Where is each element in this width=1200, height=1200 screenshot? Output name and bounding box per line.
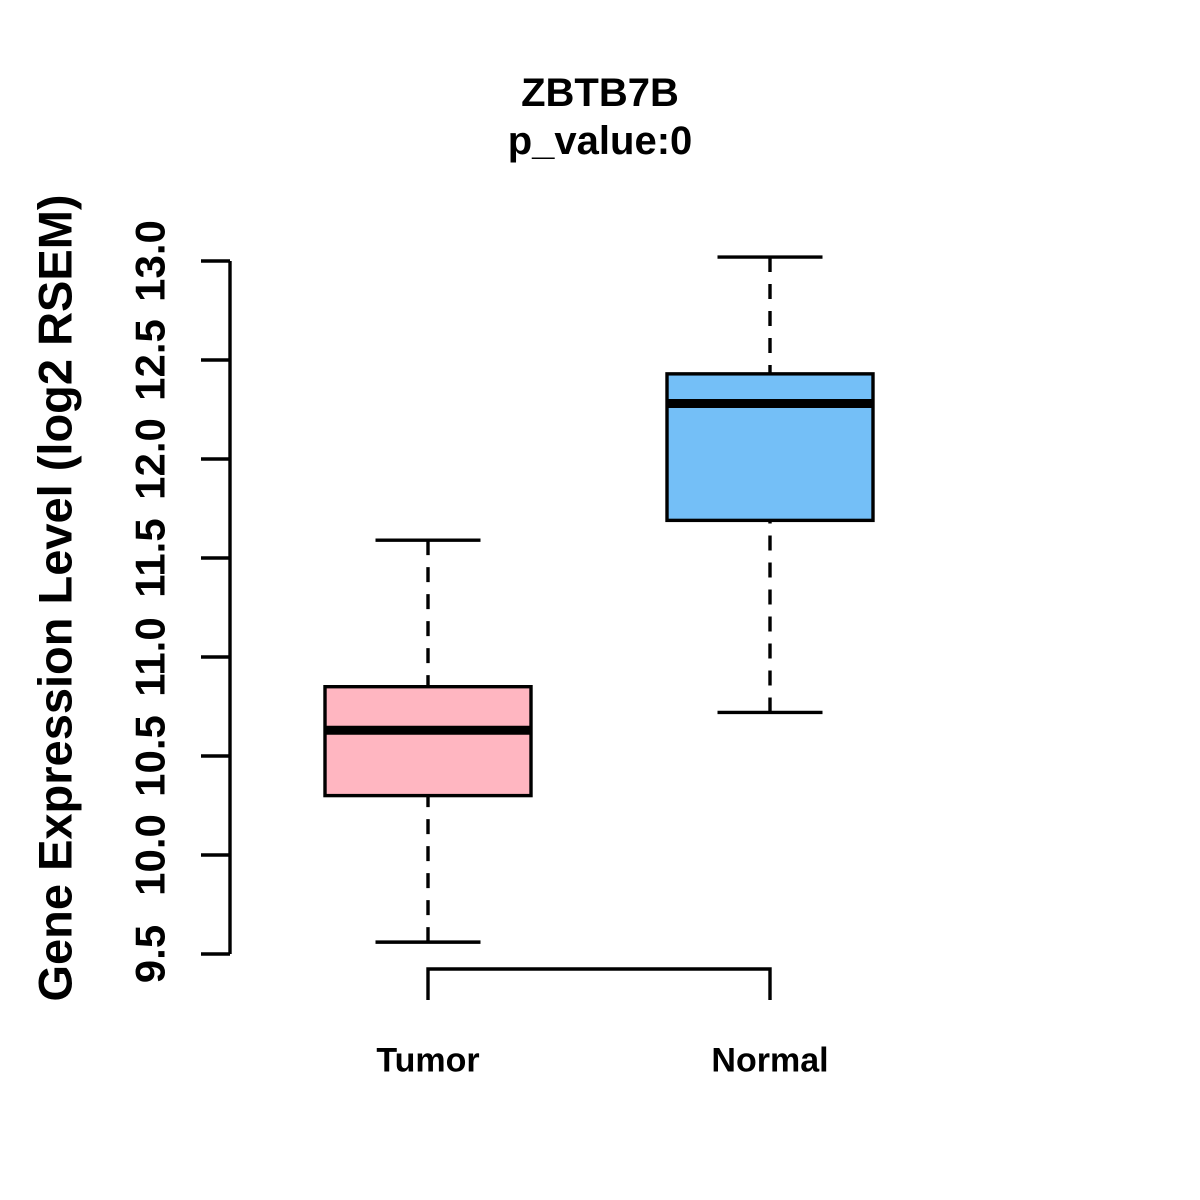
y-axis-tick-label: 12.5 — [127, 319, 174, 401]
chart-subtitle: p_value:0 — [507, 119, 693, 163]
y-axis-tick-label: 10.0 — [127, 814, 174, 896]
normal-box — [665, 372, 875, 523]
y-axis-tick-label: 11.0 — [127, 617, 174, 696]
x-axis-bracket — [426, 967, 772, 1000]
tumor-box — [323, 685, 533, 798]
y-axis-tick-label: 10.5 — [127, 715, 174, 797]
y-axis-tick-label: 13.0 — [127, 220, 174, 302]
y-axis-tick-label: 12.0 — [127, 418, 174, 500]
y-axis-tick-label: 11.5 — [127, 518, 174, 597]
x-category-label-tumor: Tumor — [376, 1041, 480, 1080]
y-axis-tick-label: 9.5 — [127, 925, 174, 983]
chart-title: ZBTB7B — [521, 71, 679, 115]
x-category-label-normal: Normal — [711, 1041, 829, 1080]
